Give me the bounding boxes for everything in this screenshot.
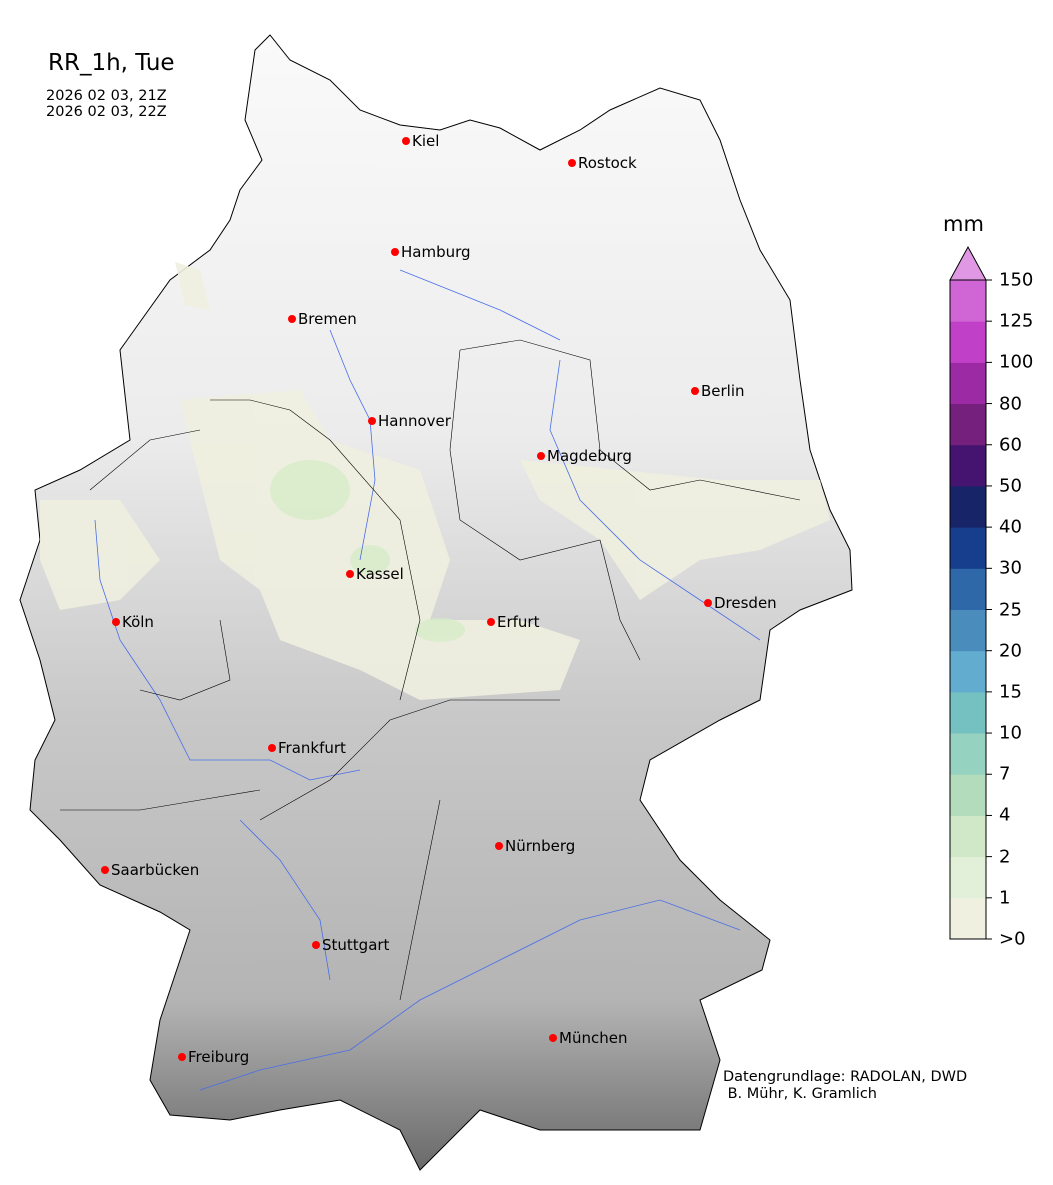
city-marker — [112, 618, 120, 626]
colorbar-tick-label: 4 — [999, 804, 1011, 826]
colorbar-tick-label: 15 — [999, 681, 1022, 703]
colorbar-tick-label: 20 — [999, 640, 1022, 662]
city-marker — [101, 866, 109, 874]
city-marker — [178, 1053, 186, 1061]
colorbar-tick-label: 10 — [999, 722, 1022, 744]
data-source-credit: Datengrundlage: RADOLAN, DWD — [723, 1069, 968, 1085]
city-label: Dresden — [714, 594, 777, 612]
city-marker — [691, 387, 699, 395]
city-marker — [704, 599, 712, 607]
city-marker — [549, 1034, 557, 1042]
city-marker — [568, 159, 576, 167]
colorbar-tick-label: 30 — [999, 557, 1022, 579]
map-title: RR_1h, Tue — [48, 50, 175, 76]
city-marker — [368, 417, 376, 425]
city-marker — [268, 744, 276, 752]
colorbar-tick-label: 2 — [999, 846, 1011, 868]
city-label: Frankfurt — [278, 739, 346, 757]
city-label: München — [559, 1029, 627, 1047]
valid-time-start: 2026 02 03, 21Z — [46, 88, 167, 104]
city-marker — [402, 137, 410, 145]
city-marker — [346, 570, 354, 578]
colorbar-tick-label: 100 — [999, 351, 1034, 373]
city-marker — [288, 315, 296, 323]
colorbar-tick-label: 60 — [999, 434, 1022, 456]
author-credit: B. Mühr, K. Gramlich — [723, 1086, 877, 1102]
city-label: Magdeburg — [547, 447, 632, 465]
city-label: Saarbücken — [111, 861, 199, 879]
city-marker — [537, 452, 545, 460]
state-borders — [60, 339, 801, 1001]
city-marker — [312, 941, 320, 949]
city-marker — [487, 618, 495, 626]
city-label: Hannover — [378, 412, 452, 430]
colorbar-tick-label: 1 — [999, 887, 1011, 909]
germany-outline — [19, 34, 853, 1171]
colorbar-tick-label: >0 — [999, 928, 1026, 950]
city-label: Kassel — [356, 565, 404, 583]
city-label: Köln — [122, 613, 154, 631]
city-label: Stuttgart — [322, 936, 390, 954]
city-label: Bremen — [298, 310, 357, 328]
city-label: Berlin — [701, 382, 745, 400]
colorbar-tick-label: 80 — [999, 393, 1022, 415]
city-label: Kiel — [412, 132, 439, 150]
colorbar-tick-label: 7 — [999, 763, 1011, 785]
precipitation-areas — [40, 262, 830, 700]
city-label: Freiburg — [188, 1048, 249, 1066]
rivers — [94, 269, 761, 1091]
colorbar-tick-label: 50 — [999, 475, 1022, 497]
colorbar-tick-label: 150 — [999, 269, 1034, 291]
city-label: Hamburg — [401, 243, 471, 261]
precip-light-green — [270, 460, 465, 642]
colorbar-unit: mm — [943, 212, 984, 236]
colorbar-tick-label: 40 — [999, 516, 1022, 538]
city-label: Erfurt — [497, 613, 540, 631]
city-marker — [391, 248, 399, 256]
city-label: Nürnberg — [505, 837, 575, 855]
colorbar-tick-label: 125 — [999, 310, 1034, 332]
colorbar-tick-label: 25 — [999, 599, 1022, 620]
city-marker — [495, 842, 503, 850]
city-label: Rostock — [578, 154, 637, 172]
valid-time-end: 2026 02 03, 22Z — [46, 104, 167, 120]
city-markers: Kiel Rostock Hamburg Bremen Berlin Hannover Ma… — [101, 132, 777, 1066]
